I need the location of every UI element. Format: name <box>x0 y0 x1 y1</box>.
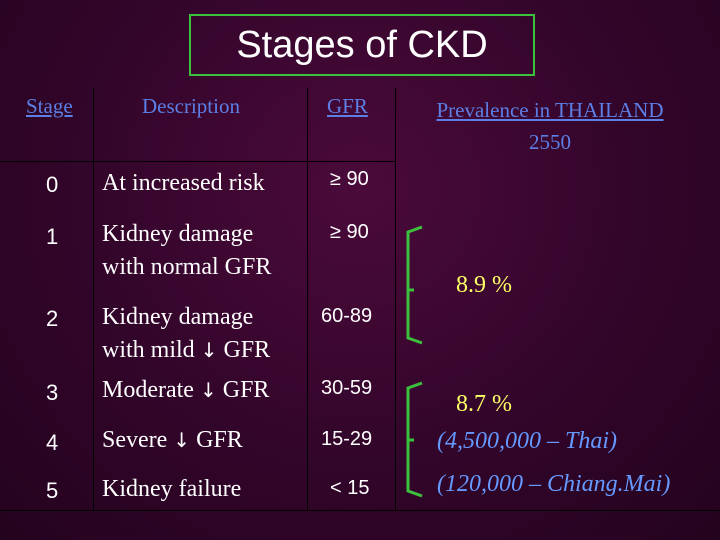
grid-line <box>307 88 308 510</box>
down-arrow-icon: ↓ <box>199 378 217 402</box>
desc-1: Kidney damage with normal GFR <box>102 218 271 284</box>
grid-line <box>395 88 396 510</box>
prevalence-thai: (4,500,000 – Thai) <box>437 428 617 454</box>
desc-2: Kidney damage with mild ↓ GFR <box>102 301 270 367</box>
desc-2-line1: Kidney damage <box>102 304 254 330</box>
title-box: Stages of CKD <box>189 14 535 76</box>
desc-4: Severe ↓ GFR <box>102 424 243 457</box>
desc-2-suffix: GFR <box>223 337 271 363</box>
gfr-2: 60-89 <box>321 305 373 327</box>
prevalence-group2: 8.7 % <box>456 391 512 417</box>
stage-0: 0 <box>46 172 59 197</box>
header-prevalence-line2: 2550 <box>529 130 571 154</box>
desc-2-line2: with mild ↓ GFR <box>102 334 270 367</box>
header-description: Description <box>142 94 240 118</box>
bracket-upper <box>406 225 423 345</box>
stage-5: 5 <box>46 478 59 503</box>
grid-line <box>0 510 720 511</box>
stage-2: 2 <box>46 306 59 331</box>
desc-0: At increased risk <box>102 170 265 196</box>
desc-5: Kidney failure <box>102 476 242 502</box>
prevalence-chiangmai: (120,000 – Chiang.Mai) <box>437 471 671 497</box>
grid-line <box>93 88 94 510</box>
down-arrow-icon: ↓ <box>200 338 218 362</box>
page-title: Stages of CKD <box>236 23 488 66</box>
header-prevalence-line1: Prevalence in THAILAND <box>436 98 664 122</box>
gfr-3: 30-59 <box>321 377 373 399</box>
header-prevalence: Prevalence in THAILAND 2550 <box>405 94 695 158</box>
gfr-4: 15-29 <box>321 428 373 450</box>
bracket-lower <box>406 381 423 498</box>
desc-4-suffix: GFR <box>196 427 243 453</box>
desc-3-prefix: Moderate <box>102 377 194 403</box>
gfr-1: ≥ 90 <box>330 221 369 243</box>
prevalence-group1: 8.9 % <box>456 272 512 298</box>
desc-4-prefix: Severe <box>102 427 168 453</box>
header-stage: Stage <box>26 94 73 118</box>
down-arrow-icon: ↓ <box>173 428 191 452</box>
stage-1: 1 <box>46 224 59 249</box>
desc-1-line2: with normal GFR <box>102 254 272 280</box>
header-gfr: GFR <box>327 94 368 118</box>
desc-3: Moderate ↓ GFR <box>102 374 269 407</box>
grid-line <box>0 161 395 162</box>
gfr-0: ≥ 90 <box>330 168 369 190</box>
desc-1-line1: Kidney damage <box>102 221 254 247</box>
desc-2-prefix: with mild <box>102 337 195 363</box>
gfr-5: < 15 <box>330 477 370 499</box>
stage-4: 4 <box>46 430 59 455</box>
desc-3-suffix: GFR <box>222 377 270 403</box>
stage-3: 3 <box>46 380 59 405</box>
